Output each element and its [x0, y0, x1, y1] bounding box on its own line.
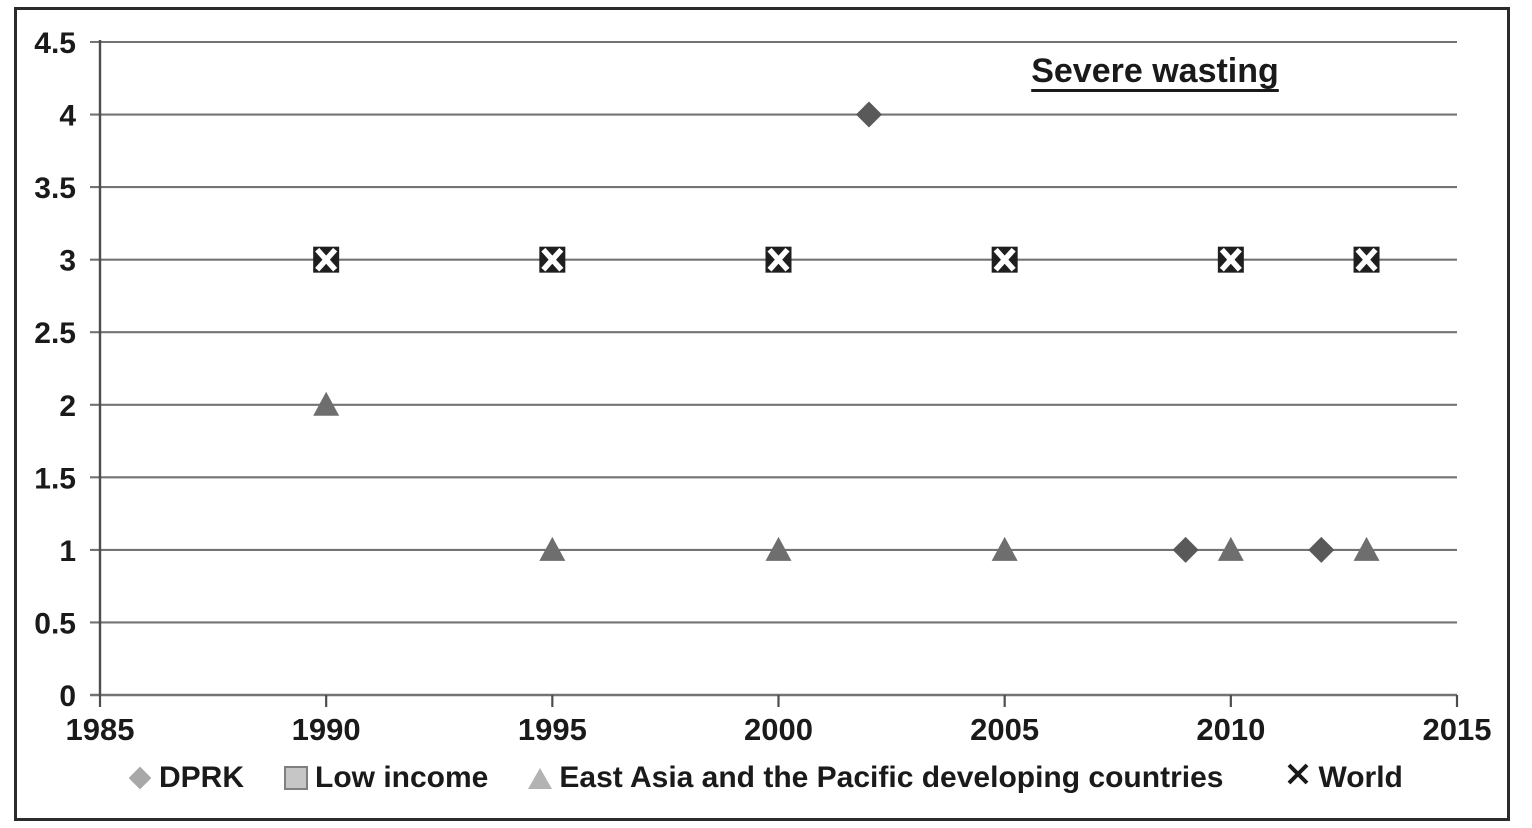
y-tick-label: 3 [59, 245, 76, 278]
data-point-marker-x [1355, 247, 1378, 272]
data-point-marker-x [541, 247, 564, 272]
y-tick-label: 4 [59, 100, 76, 133]
chart-frame [14, 7, 1510, 821]
x-tick-label: 2010 [1196, 712, 1265, 747]
data-point-marker-triangle [313, 391, 340, 416]
data-point-marker-x [315, 247, 338, 272]
y-tick-label: 0.5 [34, 607, 76, 640]
triangle-marker-icon [528, 767, 553, 789]
data-point-marker-x [767, 247, 790, 272]
square-marker-icon [284, 766, 309, 790]
legend-item-east-asia: East Asia and the Pacific developing cou… [528, 761, 1223, 795]
y-tick-label: 1 [59, 535, 76, 568]
y-tick-label: 2.5 [34, 317, 76, 350]
data-point-marker-x [1219, 247, 1242, 272]
x-tick-label: 2015 [1423, 712, 1492, 747]
legend-label-dprk: DPRK [159, 761, 245, 794]
data-point-marker-diamond [855, 101, 882, 128]
legend-item-dprk: DPRK [128, 761, 244, 795]
data-point-marker-triangle [1217, 536, 1244, 561]
data-point-marker-diamond [1308, 536, 1335, 563]
chart-title: Severe wasting [1031, 52, 1279, 90]
data-point-marker-x [993, 247, 1016, 272]
data-point-marker-triangle [1353, 536, 1380, 561]
y-tick-label: 0 [59, 680, 76, 713]
data-point-marker-diamond [1172, 536, 1199, 563]
x-tick-label: 1985 [66, 712, 135, 747]
data-point-marker-triangle [991, 536, 1018, 561]
x-tick-label: 2000 [744, 712, 813, 747]
x-tick-label: 1995 [518, 712, 587, 747]
x-tick-label: 1990 [292, 712, 361, 747]
y-tick-label: 1.5 [34, 462, 76, 495]
data-point-marker-triangle [539, 536, 566, 561]
y-tick-label: 2 [59, 390, 76, 423]
legend-label-world: World [1318, 761, 1403, 794]
y-tick-label: 3.5 [34, 172, 76, 205]
legend-label-east-asia: East Asia and the Pacific developing cou… [559, 761, 1224, 794]
legend: DPRK Low income East Asia and the Pacifi… [128, 761, 1403, 795]
legend-item-low-income: Low income [284, 761, 488, 795]
y-tick-label: 4.5 [34, 27, 76, 60]
legend-label-low-income: Low income [315, 761, 489, 794]
x-tick-label: 2005 [970, 712, 1039, 747]
data-point-marker-triangle [765, 536, 792, 561]
diamond-marker-icon [128, 766, 152, 790]
legend-item-world: World [1285, 761, 1403, 795]
x-marker-icon [1285, 761, 1311, 795]
